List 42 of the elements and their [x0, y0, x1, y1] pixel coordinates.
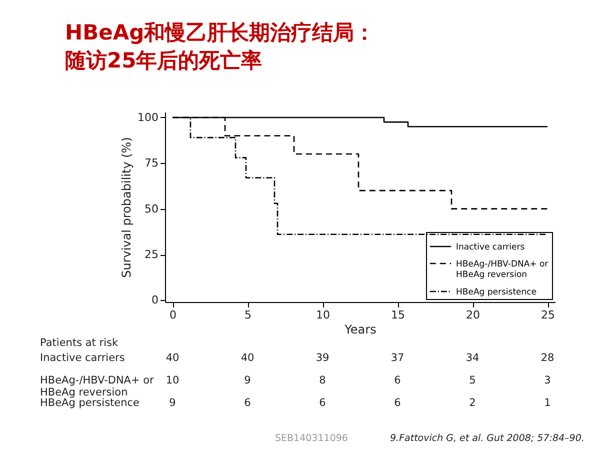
text: SEB140311096	[275, 433, 348, 444]
y-tick-label: 100	[138, 110, 158, 124]
text: 6	[244, 397, 252, 409]
text: 随访25年后的死亡率	[65, 48, 262, 72]
y-tick-label: 50	[144, 202, 158, 216]
y-tick-label: 75	[144, 156, 158, 170]
x-axis-title: Years	[344, 322, 376, 336]
text: 1	[544, 397, 551, 409]
legend-label: HBeAg-/HBV-DNA+ or HBeAg reversion	[456, 260, 549, 280]
y-tick-label: 25	[144, 248, 158, 261]
text: Inactive carriers	[40, 352, 125, 364]
text: 10	[166, 374, 180, 386]
text: 6	[394, 397, 402, 409]
x-tick-label: 20	[466, 308, 480, 322]
text: 9	[244, 374, 251, 386]
text: 2	[469, 397, 476, 409]
x-tick-label: 5	[244, 308, 252, 322]
text: 34	[466, 352, 480, 364]
legend-label: Inactive carriers	[456, 242, 526, 252]
text: HBeAg和慢乙肝长期治疗结局：	[65, 20, 376, 44]
text: Patients at risk	[40, 337, 119, 349]
text: 6	[319, 397, 326, 409]
text: 40	[240, 352, 254, 364]
x-tick-label: 0	[170, 308, 176, 322]
text: 8	[319, 374, 326, 386]
y-tick-label: 0	[152, 294, 158, 307]
text: 39	[316, 352, 330, 364]
text: HBeAg persistence	[40, 397, 140, 409]
legend-label: HBeAg persistence	[456, 288, 537, 298]
text: 5	[469, 374, 476, 386]
text: 9.Fattovich G, et al. Gut 2008; 57:84–90.	[390, 433, 584, 444]
x-tick-label: 15	[391, 308, 405, 322]
text: HBeAg-/HBV-DNA+ or HBeAg reversion	[40, 374, 155, 398]
text: 28	[540, 352, 554, 364]
y-axis-title: Survival probability (%)	[120, 137, 134, 278]
text: 6	[394, 374, 402, 386]
text: 9	[169, 397, 176, 409]
text: 40	[166, 352, 180, 364]
text: 37	[390, 352, 404, 364]
x-tick-label: 10	[316, 308, 330, 322]
x-tick-label: 25	[541, 308, 555, 322]
text: 3	[544, 374, 551, 386]
